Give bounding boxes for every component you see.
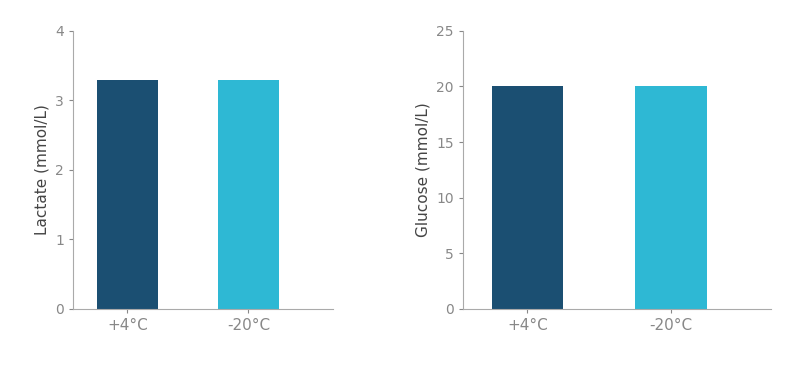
Bar [218, 80, 278, 309]
Y-axis label: Lactate (mmol/L): Lactate (mmol/L) [35, 104, 49, 235]
Bar [491, 86, 563, 309]
Y-axis label: Glucose (mmol/L): Glucose (mmol/L) [415, 102, 430, 237]
Bar [97, 80, 157, 309]
Bar [634, 86, 706, 309]
